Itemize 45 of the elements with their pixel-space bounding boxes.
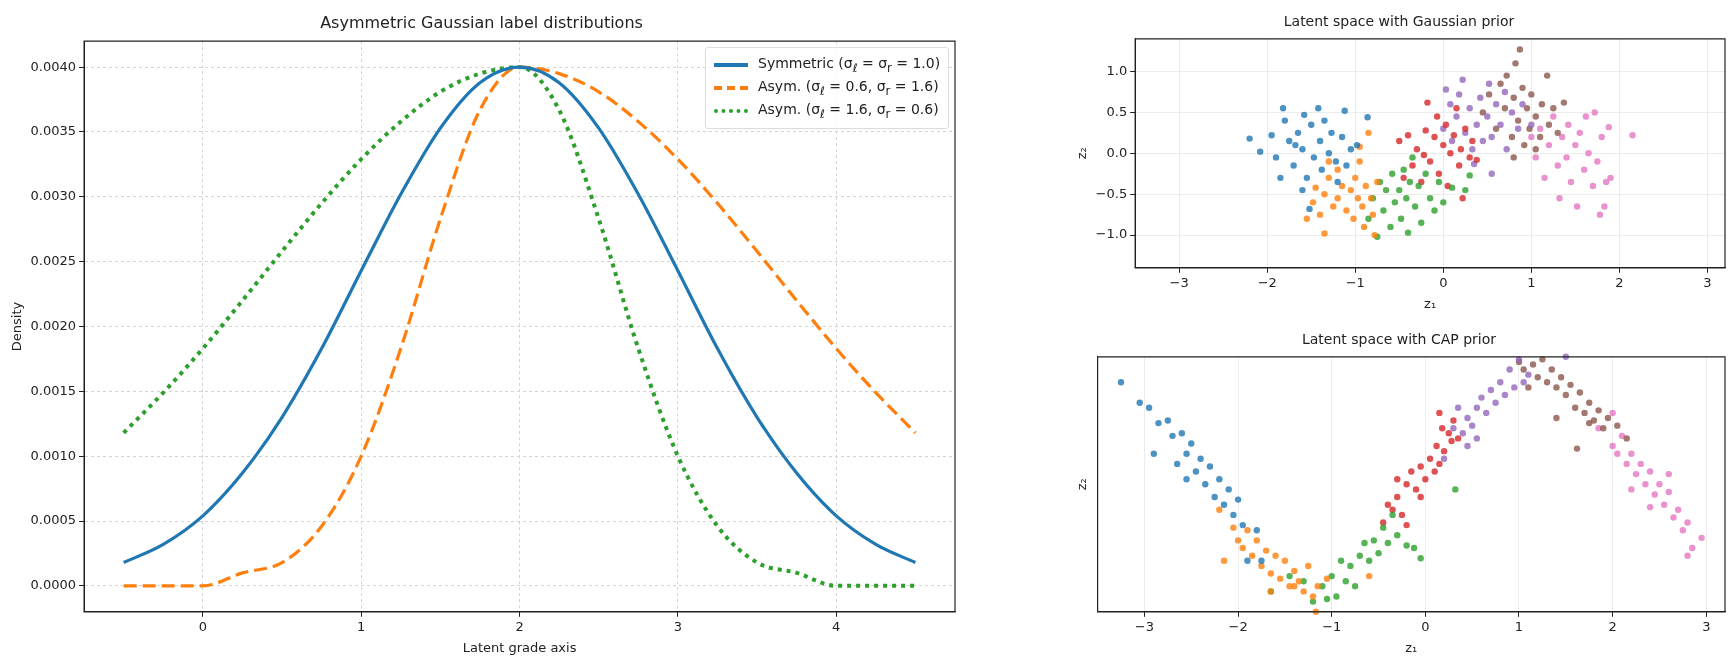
x-tick-label: 3 — [1702, 618, 1711, 634]
x-tick-label: −1 — [1345, 274, 1365, 290]
x-tick-label: 1 — [1514, 618, 1524, 634]
x-tick-label: −3 — [1134, 618, 1155, 634]
legend-label: Symmetric (σ$_{ℓ}$ = σ$_{r}$ = 1.0) — [758, 55, 941, 75]
x-tick-label: 2 — [1608, 618, 1617, 634]
x-tick-label: 0 — [1421, 618, 1430, 634]
chart-title: Latent space with Gaussian prior — [1283, 13, 1515, 30]
x-tick-label: 0 — [198, 618, 207, 634]
x-tick-label: 0 — [1439, 274, 1448, 290]
y-tick-label: 0.0040 — [30, 58, 77, 74]
y-axis-title: z₂ — [1074, 478, 1090, 491]
x-tick-label: 3 — [673, 618, 683, 634]
y-tick-label: 0.0020 — [30, 317, 77, 333]
y-tick-label: 0.0005 — [30, 512, 77, 528]
y-tick-label: −1.0 — [1095, 226, 1128, 242]
y-tick-label: 0.0030 — [30, 188, 77, 204]
chart-title: Latent space with CAP prior — [1301, 331, 1497, 348]
x-tick-label: −3 — [1169, 274, 1189, 290]
x-tick-label: 2 — [515, 618, 524, 634]
y-tick-label: 0.0010 — [30, 447, 77, 463]
y-tick-label: 0.0000 — [30, 577, 77, 593]
x-tick-label: 3 — [1703, 274, 1712, 290]
x-axis-title: z₁ — [1424, 295, 1437, 311]
y-axis-title: z₂ — [1074, 147, 1090, 160]
x-tick-label: −2 — [1228, 618, 1248, 634]
y-tick-label: 1.0 — [1106, 62, 1128, 78]
x-tick-label: −1 — [1322, 618, 1342, 634]
x-tick-label: −2 — [1257, 274, 1277, 290]
y-tick-label: 0.5 — [1106, 103, 1128, 119]
y-tick-label: 0.0015 — [30, 382, 77, 398]
x-tick-label: 1 — [357, 618, 366, 634]
x-tick-label: 2 — [1615, 274, 1624, 290]
y-tick-label: 0.0025 — [30, 253, 77, 269]
x-axis-title: z₁ — [1405, 639, 1418, 655]
x-axis-title: Latent grade axis — [462, 639, 577, 655]
y-tick-label: −0.5 — [1095, 185, 1128, 201]
legend-label: Asym. (σ$_{ℓ}$ = 0.6, σ$_{r}$ = 1.6) — [758, 77, 939, 98]
x-tick-label: 4 — [832, 618, 841, 634]
y-tick-label: 0.0 — [1106, 144, 1128, 160]
legend-label: Asym. (σ$_{ℓ}$ = 1.6, σ$_{r}$ = 0.6) — [758, 100, 939, 121]
x-tick-label: 1 — [1527, 274, 1536, 290]
y-tick-label: 0.0035 — [30, 123, 77, 139]
chart-title: Asymmetric Gaussian label distributions — [320, 12, 643, 32]
y-axis-title: Density — [9, 301, 25, 352]
